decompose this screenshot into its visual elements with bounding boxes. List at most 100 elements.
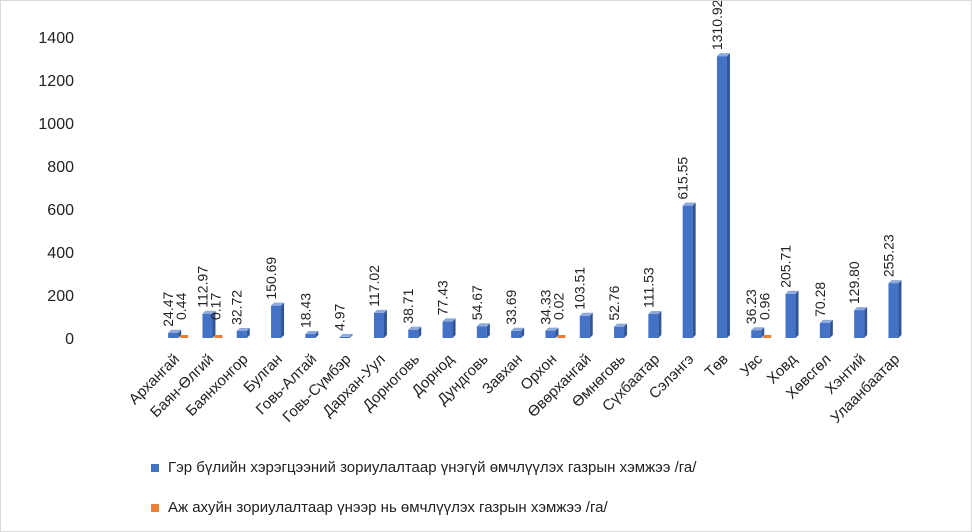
bar-side-family-use — [452, 318, 456, 338]
bar-top-family-use — [785, 290, 799, 294]
bar-family-use — [168, 332, 179, 338]
bar-top-family-use — [614, 323, 628, 327]
bar-side-family-use — [898, 280, 902, 338]
bar-family-use — [716, 56, 727, 339]
bar-family-use — [648, 314, 659, 338]
data-label-family-use: 32.72 — [229, 290, 245, 325]
data-label-family-use: 4.97 — [332, 303, 348, 330]
y-tick-label: 1400 — [38, 30, 74, 47]
bar-top-family-use — [751, 327, 765, 331]
bar-top-family-use — [168, 329, 182, 333]
bar-family-use — [819, 322, 830, 338]
data-label-family-use: 205.71 — [778, 245, 794, 288]
bar-top-family-use — [408, 326, 422, 330]
bar-top-family-use — [373, 309, 387, 313]
data-label-family-use: 70.28 — [812, 282, 828, 317]
data-label-family-use: 615.55 — [675, 157, 691, 200]
legend-item-family-use: Гэр бүлийн хэрэгцээний зориулалтаар үнэг… — [151, 459, 696, 476]
bar-top-family-use — [442, 318, 456, 322]
bar-side-family-use — [658, 311, 662, 338]
bar-top-family-use — [682, 202, 696, 206]
bar-business-use — [763, 335, 772, 338]
legend-label-business-use: Аж ахуйн зориулалтаар үнээр нь өмчлүүлэх… — [168, 499, 608, 516]
bar-top-family-use — [716, 53, 730, 57]
bar-family-use — [682, 205, 693, 338]
bar-side-family-use — [349, 333, 353, 338]
bar-side-family-use — [246, 327, 250, 338]
y-tick-label: 800 — [47, 159, 74, 176]
bar-family-use — [751, 330, 762, 338]
data-label-family-use: 77.43 — [435, 280, 451, 315]
data-label-business-use: 0.02 — [550, 293, 566, 320]
bar-top-family-use — [236, 327, 250, 331]
data-label-business-use: 0.96 — [756, 293, 772, 320]
data-label-family-use: 54.67 — [469, 285, 485, 320]
bar-family-use — [511, 330, 522, 338]
y-tick-label: 1000 — [38, 116, 74, 133]
bar-side-family-use — [589, 312, 593, 338]
bar-family-use — [785, 293, 796, 338]
data-label-family-use: 34.33 — [537, 289, 553, 324]
bar-family-use — [202, 313, 213, 338]
bar-family-use — [854, 310, 865, 338]
data-label-family-use: 18.43 — [297, 293, 313, 328]
bar-family-use — [442, 321, 453, 338]
bar-side-family-use — [383, 309, 387, 338]
data-label-family-use: 150.69 — [263, 257, 279, 300]
bar-family-use — [545, 330, 556, 338]
y-tick-label: 1200 — [38, 73, 74, 90]
legend-item-business-use: Аж ахуйн зориулалтаар үнээр нь өмчлүүлэх… — [151, 499, 608, 516]
bar-business-use — [214, 335, 223, 338]
data-label-business-use: 0.44 — [173, 293, 189, 320]
data-label-family-use: 117.02 — [366, 265, 382, 307]
data-label-family-use: 24.47 — [160, 291, 176, 326]
bar-family-use — [271, 305, 282, 338]
bar-top-family-use — [202, 310, 216, 314]
bar-family-use — [236, 330, 247, 338]
bar-side-family-use — [624, 323, 628, 338]
data-label-family-use: 255.23 — [880, 234, 896, 277]
y-tick-label: 200 — [47, 288, 74, 305]
bar-side-family-use — [864, 307, 868, 338]
bar-side-family-use — [486, 323, 490, 338]
data-label-family-use: 52.76 — [606, 285, 622, 320]
bar-top-family-use — [271, 302, 285, 306]
data-label-family-use: 129.80 — [846, 261, 862, 304]
category-label: Увс — [737, 350, 766, 379]
data-label-family-use: 36.23 — [743, 289, 759, 324]
bar-side-family-use — [692, 202, 696, 338]
bar-family-use — [614, 326, 625, 338]
bar-family-use — [408, 329, 419, 338]
category-label: Төв — [702, 351, 732, 381]
bar-top-family-use — [819, 319, 833, 323]
bar-side-family-use — [418, 326, 422, 338]
bar-top-family-use — [579, 312, 593, 316]
data-label-family-use: 103.51 — [572, 267, 588, 310]
data-label-family-use: 1310.92 — [709, 1, 725, 50]
bar-top-family-use — [648, 311, 662, 315]
bar-side-family-use — [829, 319, 833, 338]
bar-family-use — [373, 312, 384, 338]
bar-family-use — [476, 326, 487, 338]
data-label-family-use: 112.97 — [194, 266, 210, 308]
bar-family-use — [305, 334, 316, 338]
legend-label-family-use: Гэр бүлийн хэрэгцээний зориулалтаар үнэг… — [168, 459, 697, 476]
bar-business-use — [557, 335, 566, 338]
bar-side-family-use — [315, 331, 319, 338]
y-tick-label: 0 — [65, 331, 74, 348]
data-label-business-use: 0.17 — [207, 293, 223, 320]
bar-top-family-use — [545, 327, 559, 331]
bar-family-use — [888, 283, 899, 338]
bar-top-family-use — [888, 280, 902, 284]
bar-side-family-use — [726, 53, 730, 339]
bar-business-use — [180, 335, 189, 338]
legend-swatch-orange — [151, 503, 159, 512]
legend-swatch-blue — [151, 463, 159, 472]
data-label-family-use: 111.53 — [640, 267, 656, 308]
y-tick-label: 600 — [47, 202, 74, 219]
bar-top-family-use — [305, 331, 319, 335]
data-label-family-use: 38.71 — [400, 288, 416, 323]
y-tick-label: 400 — [47, 245, 74, 262]
bar-family-use — [579, 315, 590, 338]
